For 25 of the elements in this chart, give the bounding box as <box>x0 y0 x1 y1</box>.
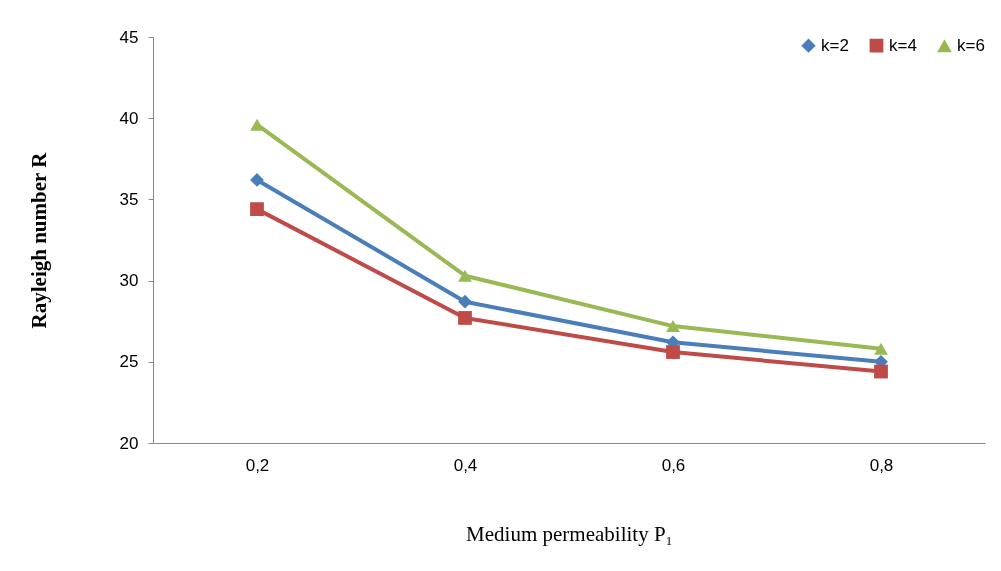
y-tick-label: 20 <box>119 433 139 453</box>
y-tick-label: 30 <box>119 271 139 291</box>
point <box>666 345 680 359</box>
y-tick-label: 40 <box>119 108 139 128</box>
x-axis-title: Medium permeability P₁ <box>466 521 673 546</box>
legend-label: k=2 <box>821 35 849 55</box>
point <box>458 294 472 309</box>
x-tick-label: 0,2 <box>245 455 270 475</box>
y-axis-title: Rayleigh number R <box>26 151 51 329</box>
point <box>250 118 264 131</box>
y-tick-label: 45 <box>119 27 139 47</box>
point <box>666 320 680 333</box>
legend-label: k=6 <box>957 36 985 56</box>
x-tick-label: 0,6 <box>661 455 686 475</box>
y-tick-label: 35 <box>119 189 139 209</box>
point <box>874 364 888 379</box>
point <box>250 202 264 217</box>
point <box>458 311 472 325</box>
x-tick-label: 0,8 <box>869 455 894 475</box>
x-tick-label: 0,4 <box>453 455 478 475</box>
point <box>250 173 264 187</box>
point <box>874 342 888 355</box>
y-tick-label: 25 <box>119 352 139 372</box>
point <box>458 269 472 282</box>
legend-label: k=4 <box>889 35 917 55</box>
